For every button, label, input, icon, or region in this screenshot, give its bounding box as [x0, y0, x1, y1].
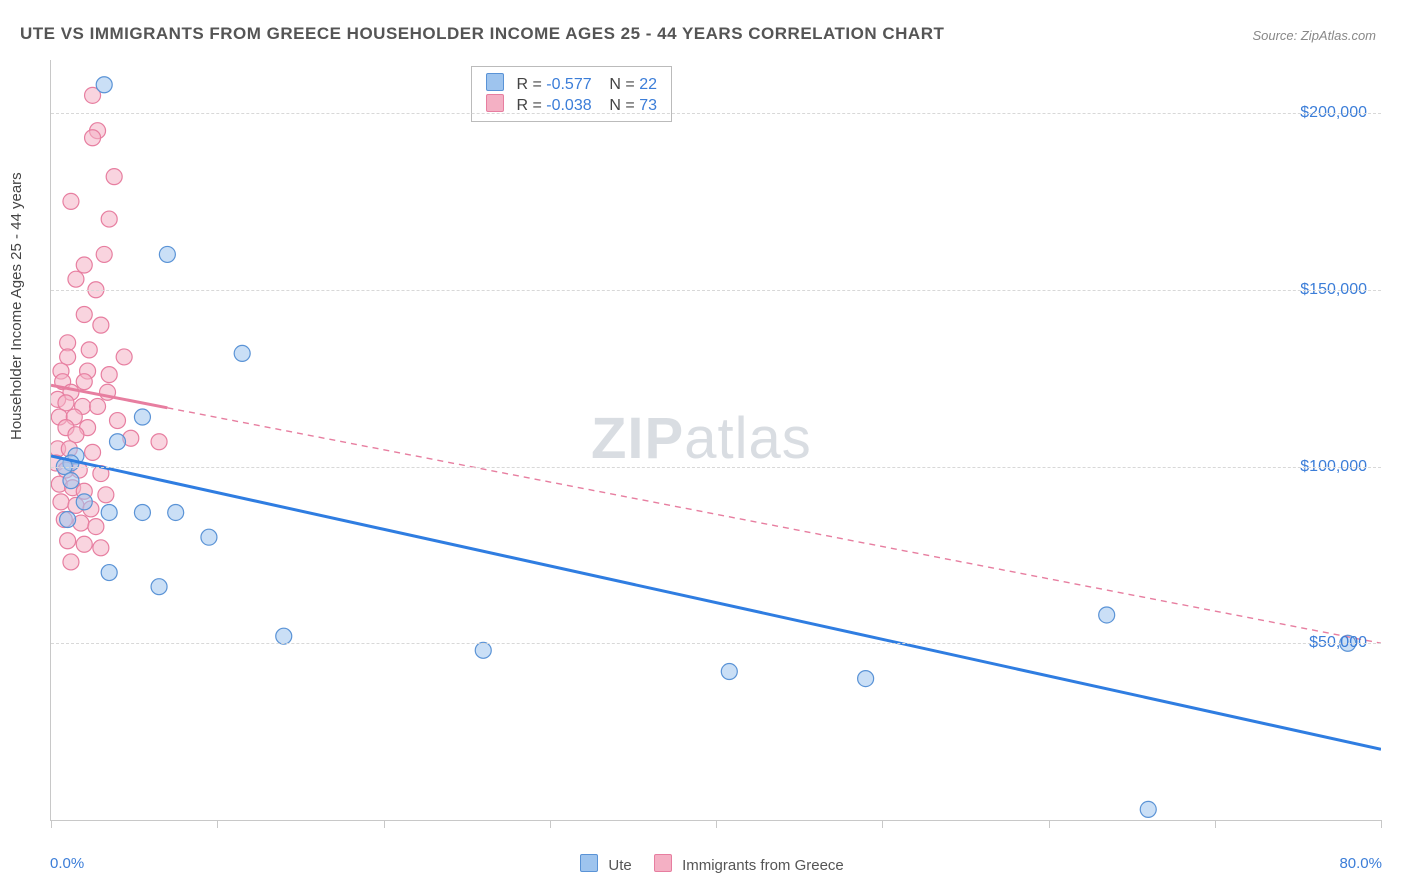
legend-swatch-b [654, 854, 672, 872]
y-axis-label: Householder Income Ages 25 - 44 years [8, 172, 25, 440]
swatch-series-a [486, 73, 504, 91]
legend-label-a: Ute [608, 857, 631, 874]
source-label: Source: ZipAtlas.com [1252, 28, 1376, 43]
stats-row-1: R = -0.577 N = 22 [486, 73, 657, 94]
plot-area: ZIPatlas R = -0.577 N = 22 R = -0.038 N … [50, 60, 1381, 821]
swatch-series-b [486, 94, 504, 112]
legend-label-b: Immigrants from Greece [682, 857, 844, 874]
legend-swatch-a [580, 854, 598, 872]
chart-title: UTE VS IMMIGRANTS FROM GREECE HOUSEHOLDE… [20, 24, 944, 44]
scatter-svg [51, 60, 1381, 820]
series-legend: Ute Immigrants from Greece [0, 854, 1406, 874]
stats-row-2: R = -0.038 N = 73 [486, 94, 657, 115]
